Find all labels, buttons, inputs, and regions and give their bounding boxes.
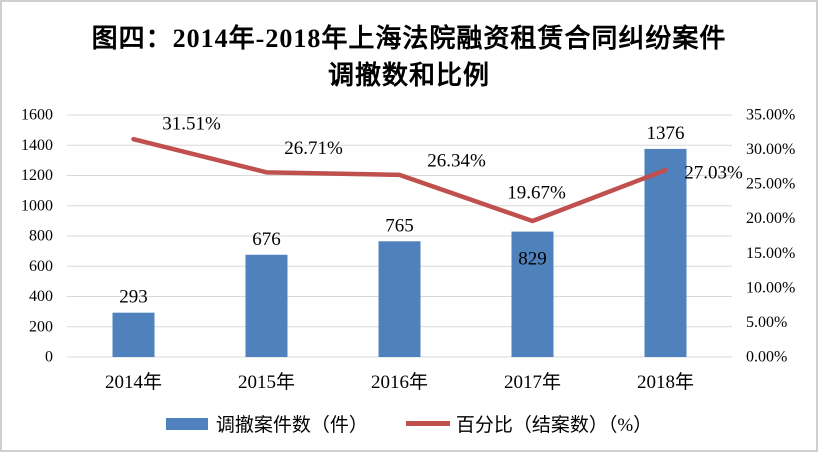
right-axis-tick-label: 5.00% bbox=[746, 314, 787, 331]
x-axis-label: 2018年 bbox=[637, 371, 694, 393]
legend-item-line-series: 百分比（结案数）（%） bbox=[405, 410, 653, 437]
bar-value-label: 1376 bbox=[647, 123, 685, 144]
line-value-label: 26.71% bbox=[284, 138, 343, 159]
right-axis-tick-label: 0.00% bbox=[746, 349, 787, 366]
bar bbox=[245, 254, 288, 357]
left-axis-tick-label: 200 bbox=[29, 318, 53, 335]
bar bbox=[112, 312, 155, 357]
left-axis-tick-label: 1400 bbox=[21, 137, 53, 154]
chart-title-line2: 调撤数和比例 bbox=[327, 61, 490, 90]
left-axis-tick-label: 1600 bbox=[21, 107, 53, 124]
x-axis-label: 2014年 bbox=[105, 371, 162, 393]
right-axis-tick-label: 25.00% bbox=[746, 176, 795, 193]
bar-series-swatch bbox=[165, 417, 208, 430]
chart-legend: 调撤案件数（件） 百分比（结案数）（%） bbox=[2, 410, 816, 437]
right-axis-tick-label: 20.00% bbox=[746, 210, 795, 227]
left-axis-tick-label: 1200 bbox=[21, 167, 53, 184]
line-value-label: 19.67% bbox=[507, 182, 566, 203]
bar bbox=[644, 148, 687, 357]
x-axis-label: 2016年 bbox=[371, 371, 428, 393]
bar-series-label: 调撤案件数（件） bbox=[215, 415, 368, 436]
bar-value-label: 829 bbox=[518, 249, 547, 270]
trend-line bbox=[131, 136, 668, 224]
line-value-label: 31.51% bbox=[162, 114, 221, 135]
bar bbox=[378, 241, 421, 357]
line-value-label: 27.03% bbox=[684, 163, 743, 184]
left-axis-tick-label: 1000 bbox=[21, 197, 53, 214]
right-axis-tick-label: 30.00% bbox=[746, 141, 795, 158]
bar-value-label: 765 bbox=[385, 215, 414, 236]
chart-title-line1: 图四：2014年-2018年上海法院融资租赁合同纠纷案件 bbox=[91, 24, 727, 53]
left-axis-tick-label: 0 bbox=[45, 349, 53, 366]
left-axis-tick-label: 600 bbox=[29, 258, 53, 275]
bar bbox=[511, 231, 554, 357]
right-axis-tick-label: 35.00% bbox=[746, 107, 795, 124]
legend-item-bar-series: 调撤案件数（件） bbox=[165, 410, 368, 437]
x-axis-label: 2015年 bbox=[238, 371, 295, 393]
right-axis-tick-label: 15.00% bbox=[746, 245, 795, 262]
left-axis-tick-label: 800 bbox=[29, 228, 53, 245]
line-value-label: 26.34% bbox=[427, 150, 486, 171]
line-series-swatch bbox=[405, 421, 450, 426]
chart-title: 图四：2014年-2018年上海法院融资租赁合同纠纷案件 调撤数和比例 bbox=[2, 20, 816, 94]
line-series-label: 百分比（结案数）（%） bbox=[455, 415, 653, 436]
left-axis-tick-label: 400 bbox=[29, 288, 53, 305]
right-axis-tick-label: 10.00% bbox=[746, 279, 795, 296]
bar-value-label: 293 bbox=[119, 287, 148, 308]
bar-value-label: 676 bbox=[252, 229, 281, 250]
x-axis-label: 2017年 bbox=[504, 371, 561, 393]
